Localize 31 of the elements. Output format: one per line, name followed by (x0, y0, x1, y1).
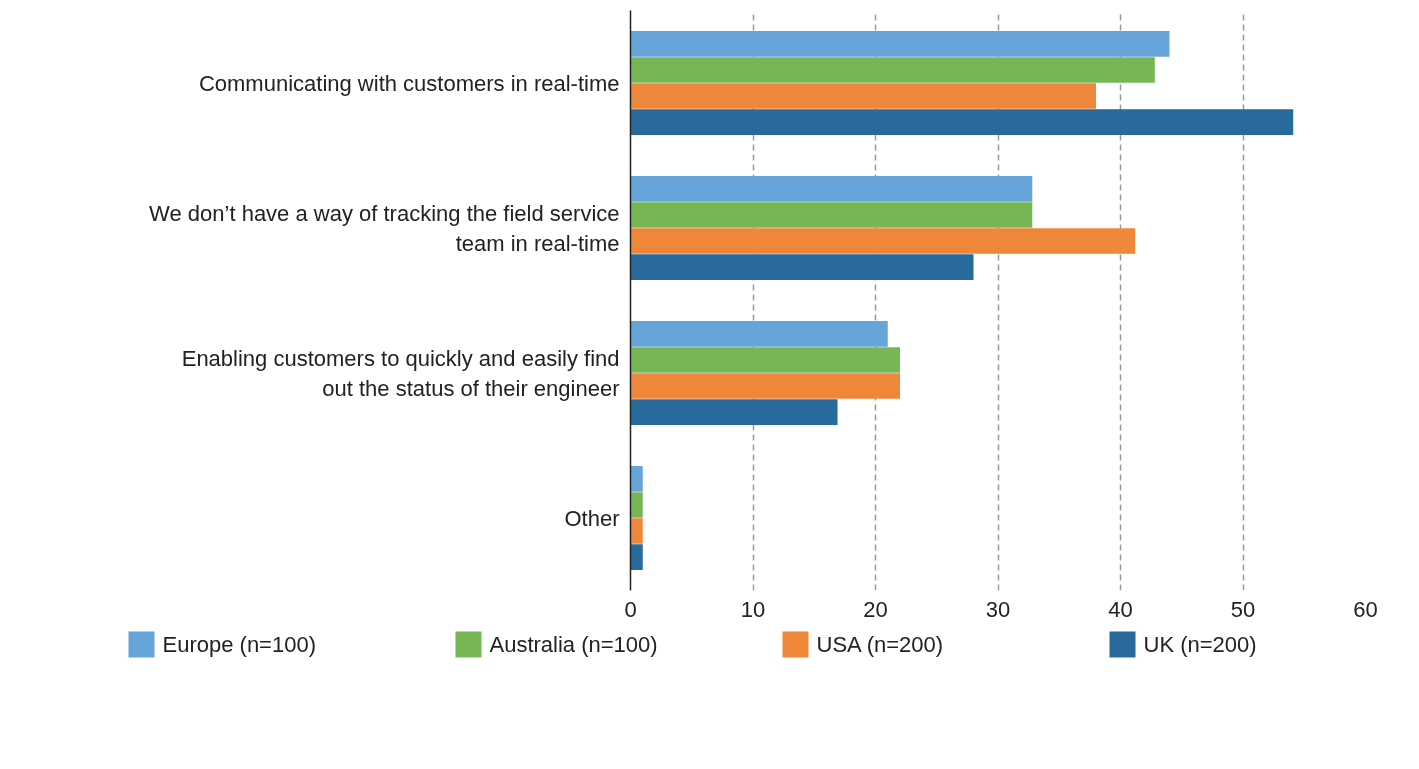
y-tick-label: We don’t have a way of tracking the field service team in real-time (149, 200, 620, 256)
bar (630, 373, 900, 399)
bar (630, 544, 643, 570)
x-tick-label: 60 (1353, 596, 1378, 622)
legend-label: UK (n=200) (1143, 632, 1257, 657)
bar (630, 176, 1033, 202)
bar (630, 228, 1136, 254)
y-tick-label: Enabling customers to quickly and easily find out the status of their engineer (181, 345, 620, 401)
bar (630, 254, 974, 280)
x-tick-label: 0 (624, 596, 637, 622)
legend-label: Australia (n=100) (489, 632, 658, 657)
y-tick-label: Communicating with customers in real-time (198, 70, 620, 96)
bar (630, 202, 1033, 228)
bar (630, 466, 643, 492)
bar (630, 399, 838, 425)
bar (630, 321, 888, 347)
bar (630, 347, 900, 373)
bar (630, 492, 643, 518)
x-tick-label: 40 (1108, 596, 1133, 622)
legend-label: Europe (n=100) (162, 632, 316, 657)
bar (630, 83, 1096, 109)
x-tick-label: 10 (740, 596, 766, 622)
bar (630, 31, 1170, 57)
x-tick-label: 50 (1230, 596, 1256, 622)
x-tick-label: 20 (863, 596, 888, 622)
y-tick-label: Other (564, 505, 620, 531)
legend-label: USA (n=200) (816, 632, 944, 657)
x-tick-label: 30 (985, 596, 1011, 622)
bar (630, 57, 1155, 83)
bar (630, 109, 1294, 135)
bar (630, 518, 643, 544)
